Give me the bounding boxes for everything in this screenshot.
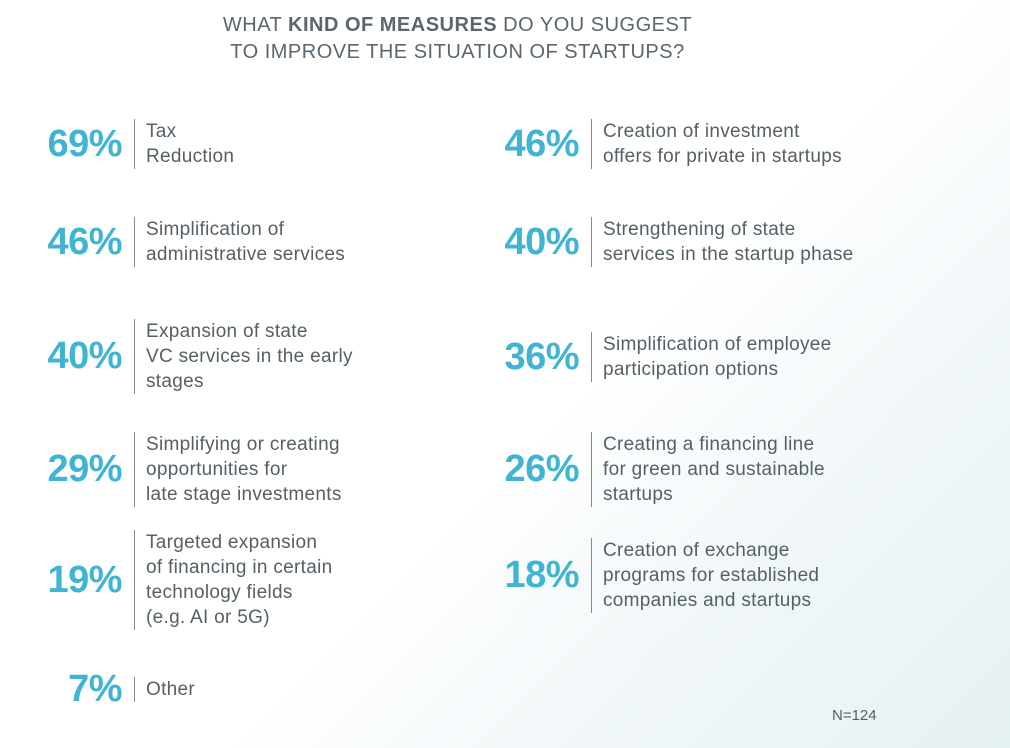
measure-item: 46% Creation of investment offers for priv… <box>457 119 842 169</box>
measure-label: Simplification of administrative services <box>134 217 345 267</box>
measure-item: 46% Simplification of administrative servi… <box>0 217 345 267</box>
measure-label-line: participation options <box>603 359 779 380</box>
measure-percentage: 46% <box>47 220 122 263</box>
measure-label: Tax Reduction <box>134 119 234 169</box>
measure-label: Creation of investment offers for private… <box>591 119 842 169</box>
measure-label-line: offers for private in startups <box>603 146 842 167</box>
measure-label: Expansion of state VC services in the ear… <box>134 318 353 394</box>
measure-label-line: Targeted expansion <box>146 532 318 553</box>
measure-item: 40% Strengthening of state services in the… <box>457 217 854 267</box>
measure-item: 7% Other <box>0 668 195 711</box>
measure-label: Creation of exchange programs for establi… <box>591 537 820 613</box>
title-line-1: WHAT KIND OF MEASURES DO YOU SUGGEST <box>0 12 915 39</box>
measure-item: 40% Expansion of state VC services in the … <box>0 318 353 394</box>
measure-label-line: services in the startup phase <box>603 244 854 265</box>
measure-label-line: opportunities for <box>146 458 288 480</box>
measure-label-line: companies and startups <box>603 589 812 611</box>
measure-label-line: Creation of exchange <box>603 539 790 561</box>
measure-label-line: (e.g. AI or 5G) <box>146 607 270 628</box>
measure-label-line: Creation of investment <box>603 121 800 142</box>
measure-label-line: administrative services <box>146 244 346 265</box>
measure-percentage: 29% <box>47 447 122 490</box>
measure-percentage: 40% <box>504 220 579 263</box>
title-line-2: TO IMPROVE THE SITUATION OF STARTUPS? <box>230 41 685 63</box>
measure-label: Targeted expansion of financing in certai… <box>134 530 332 630</box>
measure-label-line: technology fields <box>146 582 293 603</box>
sample-size-note: N=124 <box>832 707 877 724</box>
measure-percentage: 26% <box>504 447 579 490</box>
measure-label: Strengthening of state services in the st… <box>591 217 854 267</box>
measure-percentage: 18% <box>504 553 579 596</box>
measure-label-line: of financing in certain <box>146 557 333 578</box>
measure-label-line: Simplification of employee <box>603 334 832 355</box>
measure-label-line: Reduction <box>146 146 235 167</box>
measure-item: 18% Creation of exchange programs for esta… <box>457 537 820 613</box>
title-bold: KIND OF MEASURES <box>288 14 498 36</box>
measure-label-line: Expansion of state <box>146 320 308 342</box>
measure-label-line: late stage investments <box>146 483 342 505</box>
measure-label-line: Creating a financing line <box>603 433 815 455</box>
measure-label-line: Tax <box>146 121 177 142</box>
measure-label: Creating a financing line for green and s… <box>591 431 825 507</box>
measure-label-line: stages <box>146 370 204 392</box>
measure-label: Simplifying or creating opportunities for… <box>134 431 342 507</box>
measure-item: 26% Creating a financing line for green an… <box>457 431 825 507</box>
measure-label-line: startups <box>603 483 673 505</box>
measure-item: 69% Tax Reduction <box>0 119 234 169</box>
measure-percentage: 46% <box>504 122 579 165</box>
measure-label-line: Strengthening of state <box>603 219 796 240</box>
chart-title: WHAT KIND OF MEASURES DO YOU SUGGEST TO … <box>0 12 915 66</box>
measure-label-line: VC services in the early <box>146 345 353 367</box>
measure-label-line: for green and sustainable <box>603 458 825 480</box>
measure-item: 36% Simplification of employee participati… <box>457 332 832 382</box>
measure-percentage: 40% <box>47 334 122 377</box>
measure-label-line: Simplification of <box>146 219 285 240</box>
measure-label-line: Other <box>146 678 196 700</box>
measure-label-line: Simplifying or creating <box>146 433 340 455</box>
measure-label: Simplification of employee participation … <box>591 332 832 382</box>
measure-percentage: 69% <box>47 122 122 165</box>
measure-percentage: 7% <box>68 667 122 710</box>
measure-item: 19% Targeted expansion of financing in cer… <box>0 530 332 630</box>
measure-label: Other <box>134 676 196 702</box>
title-pre: WHAT <box>222 14 288 36</box>
measure-item: 29% Simplifying or creating opportunities … <box>0 431 342 507</box>
measure-percentage: 19% <box>47 558 122 601</box>
measure-label-line: programs for established <box>603 564 820 586</box>
title-post: DO YOU SUGGEST <box>497 14 693 36</box>
measure-percentage: 36% <box>504 335 579 378</box>
